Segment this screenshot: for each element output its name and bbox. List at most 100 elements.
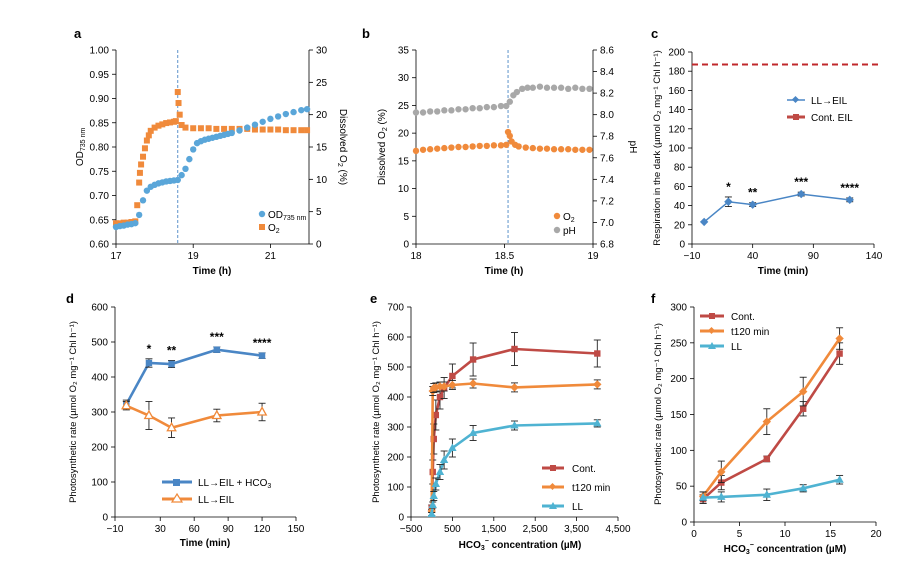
o2-point <box>136 179 143 186</box>
data-point <box>762 490 771 498</box>
legend-ll-marker <box>791 95 800 104</box>
y-tick-label: 0.90 <box>90 94 110 105</box>
ph-point <box>434 108 441 115</box>
o2-point <box>275 126 282 133</box>
x-tick-label: 18 <box>410 251 422 262</box>
data-series <box>121 346 268 438</box>
y-tick-label: 35 <box>398 46 410 57</box>
o2-point <box>572 146 579 153</box>
o2-point <box>205 125 212 132</box>
o2-point <box>251 126 258 133</box>
o2-point <box>483 142 490 150</box>
y-tick-label: 1.00 <box>90 46 110 57</box>
data-point <box>436 393 444 401</box>
o2-point <box>412 147 420 155</box>
data-point <box>593 418 602 427</box>
panel-b: b 0 5 10 15 20 25 30 35 6.8 7.0 7.2 7.4 7.6 7.8 8.0 8.… <box>362 26 638 277</box>
data-point <box>168 360 175 368</box>
od-point <box>143 187 151 194</box>
ph-point <box>565 85 572 93</box>
o2-point <box>515 143 522 150</box>
y-tick-label: 80 <box>674 163 686 174</box>
ph-point <box>476 105 483 112</box>
od-point <box>259 118 266 125</box>
legend: LL→EIL + HCO3 LL→EIL <box>162 478 271 506</box>
panel-f: f 0 50 100 150 200 250 300 0 5 10 15 20 HCO3− conc… <box>651 291 882 556</box>
o2-point <box>228 125 235 132</box>
significance-star: **** <box>840 181 859 195</box>
y2-ticks: 6.8 7.0 7.2 7.4 7.6 7.8 8.0 8.2 8.4 8.6 <box>593 46 614 251</box>
y-tick-label: 100 <box>670 446 687 457</box>
ph-point <box>579 85 586 93</box>
legend-cont-marker <box>709 313 715 319</box>
data-point <box>836 350 843 357</box>
ph-point <box>524 84 531 91</box>
x-tick-label: 120 <box>254 524 271 535</box>
o2-point <box>213 125 220 132</box>
od-point <box>135 211 143 219</box>
legend-ll-label: LL <box>731 342 743 353</box>
o2-point <box>136 169 143 176</box>
legend-cont-label: Cont. <box>731 312 755 323</box>
ph-point <box>586 85 593 93</box>
data-point <box>511 345 518 353</box>
y-tick-label: 160 <box>668 86 685 97</box>
ph-point <box>572 84 579 91</box>
y-tick-label: 15 <box>398 156 410 167</box>
x-ticks: −10 40 90 140 <box>684 244 883 262</box>
x-tick-label: 60 <box>189 524 201 535</box>
x-tick-label: 17 <box>110 251 122 262</box>
data-point <box>427 509 436 517</box>
significance-stars: * ***** **** <box>147 330 272 358</box>
data-point <box>468 379 478 388</box>
o2-point <box>469 143 476 150</box>
data-point <box>166 421 177 432</box>
x-tick-label: 19 <box>188 251 200 262</box>
legend: LL→EIL Cont. EIL <box>787 95 853 124</box>
o2-point <box>147 127 154 134</box>
o2-point <box>536 145 544 152</box>
x-tick-label: 3,500 <box>564 524 589 535</box>
legend-od-label: OD735 nm <box>268 210 307 222</box>
data-point <box>428 500 437 508</box>
x-tick-label: −10 <box>684 251 701 262</box>
ph-point <box>462 106 469 113</box>
legend-t120-label: t120 min <box>572 483 610 494</box>
ph-point <box>426 108 434 115</box>
ph-point <box>412 109 420 116</box>
y-tick-label: 300 <box>670 303 687 314</box>
legend-ph-marker <box>553 226 561 234</box>
data-point <box>429 491 438 499</box>
od-point <box>186 155 193 163</box>
data-point <box>593 380 602 389</box>
od-point <box>298 106 305 114</box>
o2-point <box>151 124 158 131</box>
o2-point <box>282 127 289 134</box>
y2-tick-label: 8.4 <box>600 67 614 78</box>
od-point <box>251 121 259 128</box>
ph-point <box>490 103 498 111</box>
data-point <box>835 334 844 343</box>
y2-tick-label: 7.8 <box>600 132 614 143</box>
y-tick-label: 200 <box>387 453 404 464</box>
y2-tick-label: 8.6 <box>600 46 614 57</box>
y-tick-label: 0 <box>681 518 687 529</box>
ph-point <box>419 109 427 116</box>
data-points <box>112 89 311 231</box>
panel-e: e 0 100 200 300 400 500 600 700 −500 500 1,500 2,5… <box>370 291 631 552</box>
data-point <box>435 467 445 475</box>
data-point <box>699 217 709 227</box>
legend-o2-label: O2 <box>563 212 575 224</box>
ph-point <box>483 103 490 111</box>
panel-letter: e <box>370 291 377 306</box>
y-ticks: 0 5 10 15 20 25 30 35 <box>398 46 416 251</box>
data-point <box>799 483 808 492</box>
x-tick-label: 18.5 <box>495 251 515 262</box>
data-point <box>448 380 457 390</box>
y2-tick-label: 7.0 <box>600 218 614 229</box>
y-axis-label: OD735 nm <box>75 128 87 167</box>
y-tick-label: 500 <box>91 338 108 349</box>
x-tick-label: 5 <box>737 529 743 540</box>
y-axis-label: Dissolved O2 (%) <box>377 109 389 185</box>
